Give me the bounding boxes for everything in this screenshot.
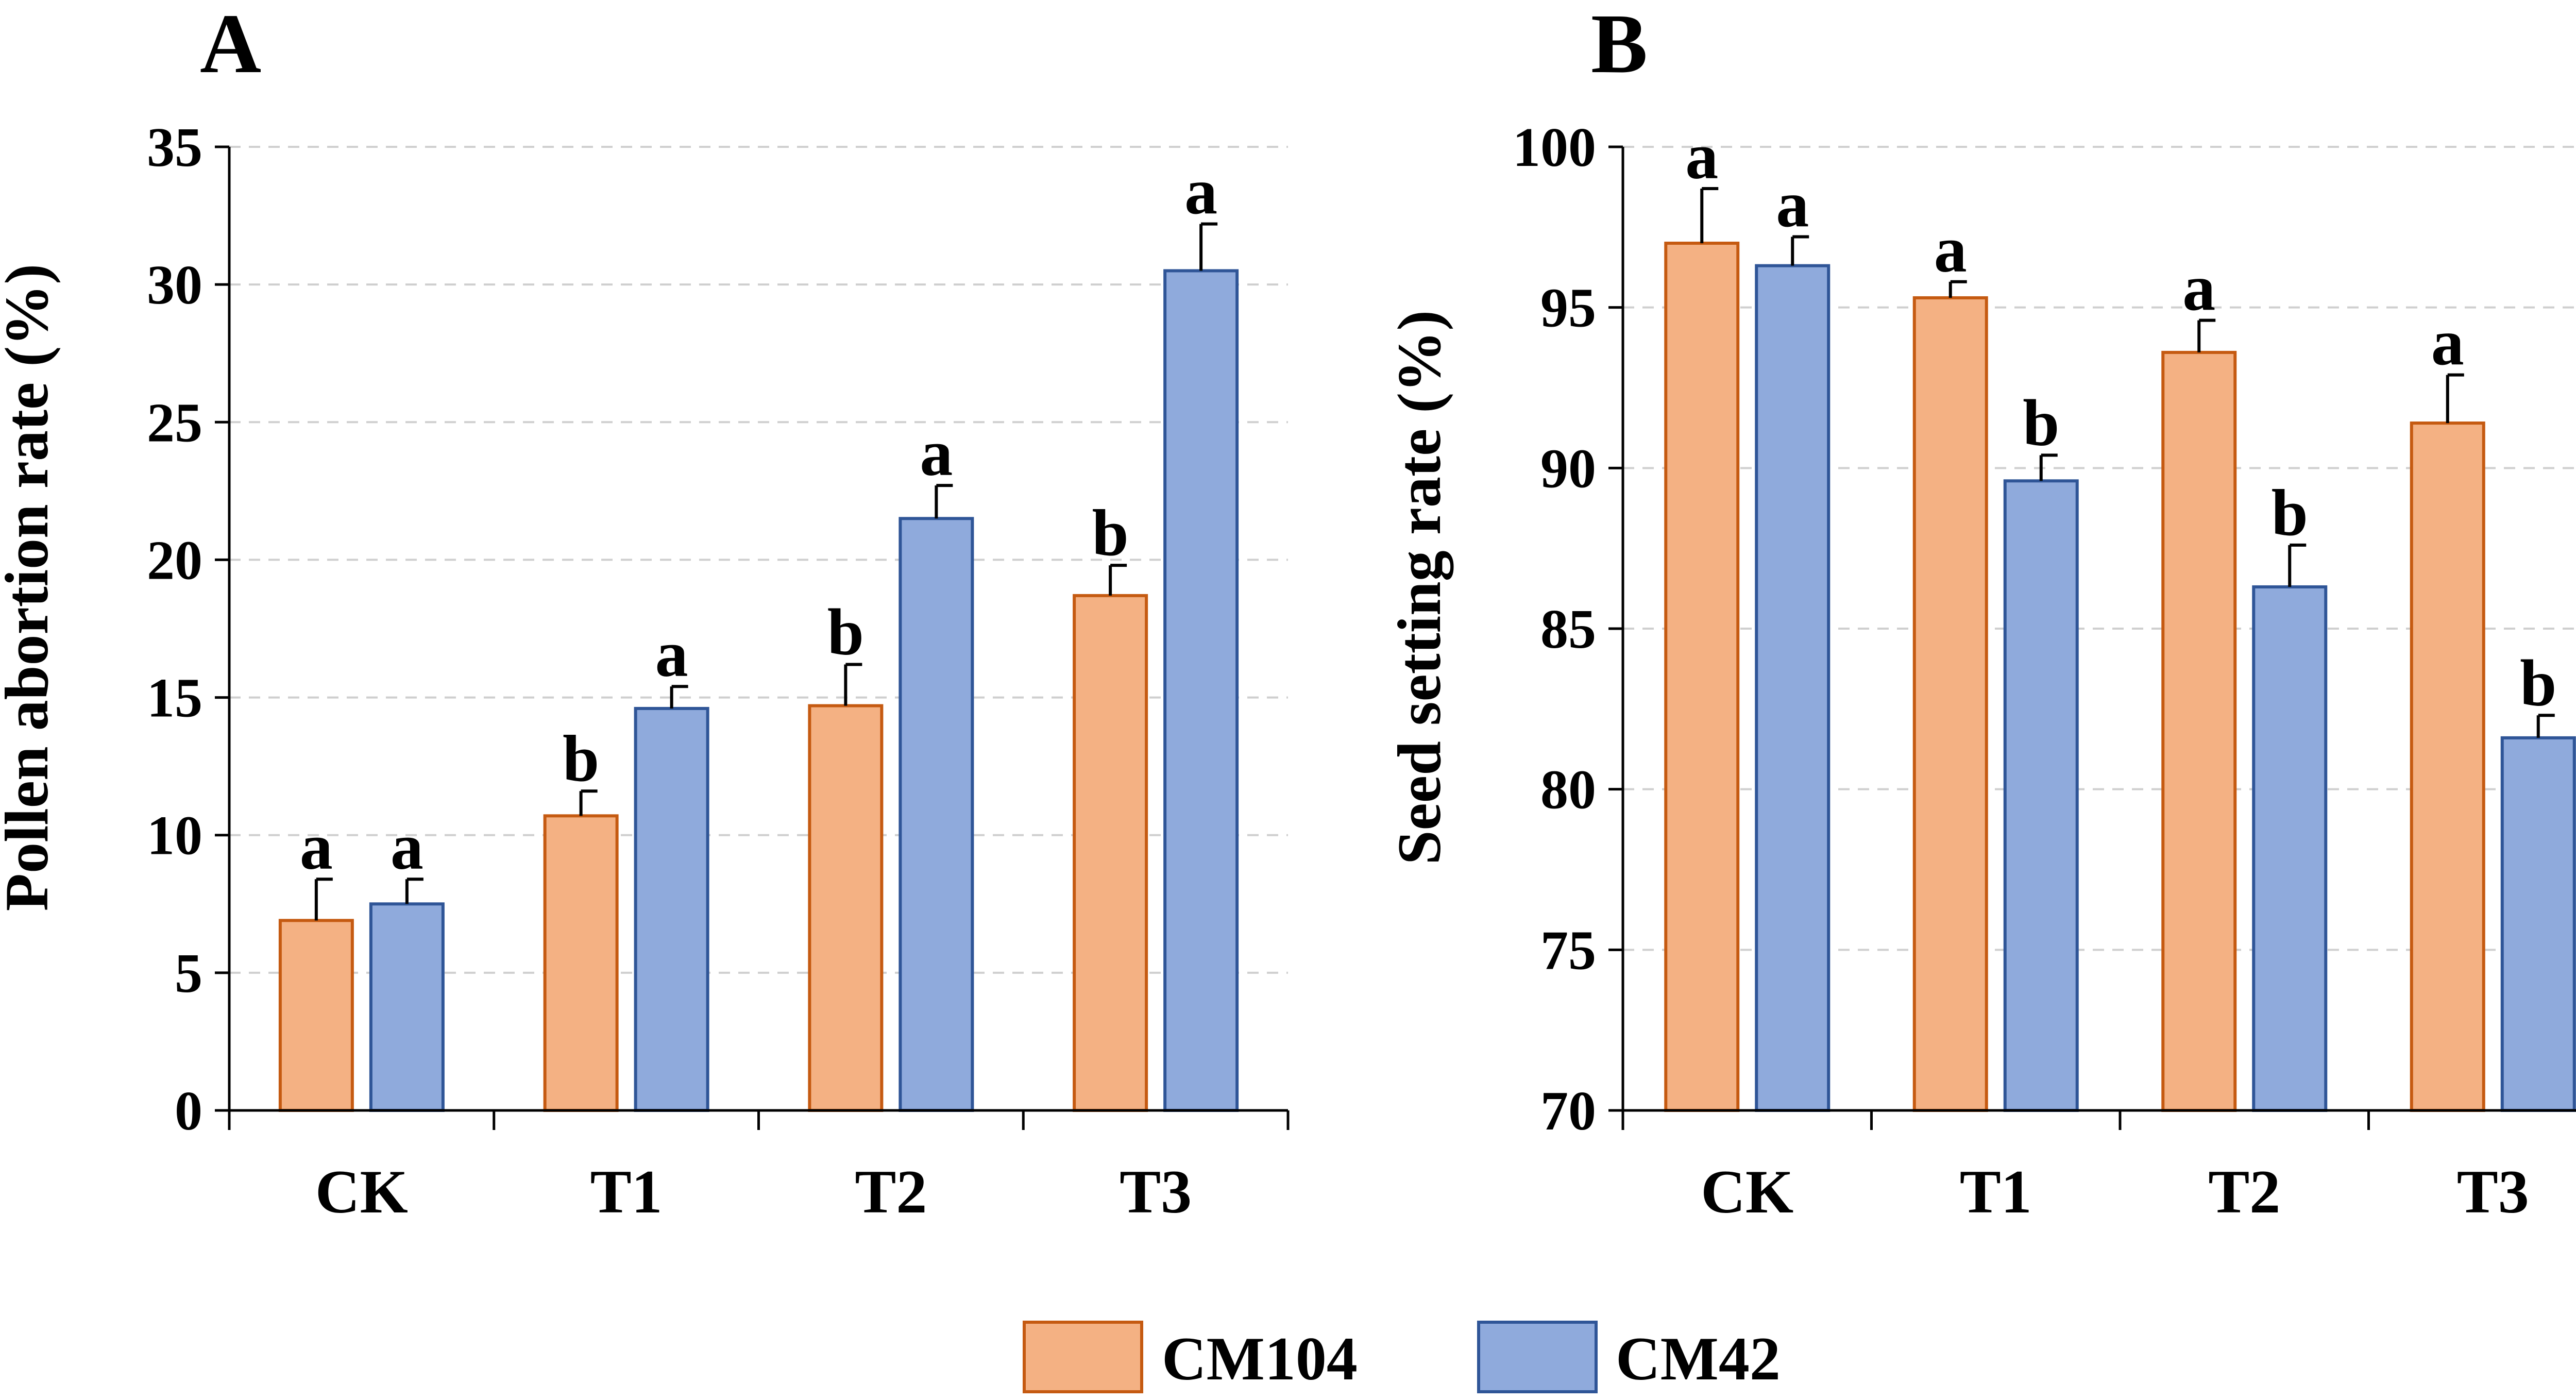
- y-ticks-a: 0 5 10 15 20 25 30 35: [147, 117, 229, 1142]
- bar-cm104-ck: [1664, 242, 1740, 1112]
- significance-label: b: [1092, 496, 1129, 569]
- x-category-label: T2: [2208, 1157, 2280, 1226]
- y-tick-label: 75: [1540, 920, 1596, 981]
- bar-cm104-t2: [2161, 350, 2237, 1112]
- bar-cm42-t2: [899, 517, 974, 1112]
- bar-cm104-t1: [1912, 296, 1988, 1112]
- significance-label: a: [920, 416, 953, 490]
- legend-swatch-cm104: [1023, 1321, 1143, 1393]
- y-tick-label: 20: [147, 530, 202, 591]
- y-axis-title-a: Pollen abortion rate (%): [0, 264, 61, 911]
- significance-label: a: [300, 810, 333, 883]
- x-category-label: T2: [855, 1157, 927, 1226]
- x-categories-a: CK T1 T2 T3: [228, 1110, 1290, 1226]
- y-tick-label: 70: [1540, 1081, 1596, 1142]
- bar-cm42-t3: [1163, 269, 1239, 1112]
- x-category-label: T1: [1960, 1157, 2032, 1226]
- gridlines-a: [229, 146, 1288, 974]
- x-categories-b: CK T1 T2 T3: [1621, 1110, 2529, 1226]
- x-category-label: T3: [1120, 1157, 1192, 1226]
- significance-label: a: [2431, 306, 2464, 379]
- y-ticks-b: 70 75 80 85 90 95 100: [1513, 117, 1623, 1142]
- significance-label: b: [2272, 476, 2308, 549]
- y-tick-label: 30: [147, 255, 202, 316]
- bar-cm104-t3: [1073, 594, 1148, 1112]
- bar-cm42-t3: [2500, 736, 2576, 1112]
- bar-cm104-t2: [808, 704, 884, 1112]
- legend-label-cm104: CM104: [1162, 1324, 1358, 1393]
- x-category-label: T3: [2457, 1157, 2529, 1226]
- significance-label: a: [2182, 251, 2215, 325]
- bar-cm104-t3: [2410, 421, 2485, 1112]
- y-tick-label: 100: [1513, 117, 1596, 178]
- y-tick-label: 85: [1540, 599, 1596, 660]
- y-tick-label: 90: [1540, 438, 1596, 499]
- bar-cm104-ck: [278, 919, 354, 1112]
- y-tick-label: 25: [147, 392, 202, 453]
- significance-label: b: [2023, 386, 2059, 459]
- y-tick-label: 10: [147, 805, 202, 867]
- significance-label: a: [1184, 155, 1217, 228]
- y-tick-label: 15: [147, 668, 202, 729]
- significance-label: a: [1685, 120, 1718, 193]
- y-tick-label: 95: [1540, 278, 1596, 339]
- y-tick-label: 35: [147, 117, 202, 178]
- bar-cm104-t1: [543, 814, 619, 1112]
- x-category-label: CK: [1701, 1157, 1793, 1226]
- significance-label: a: [1776, 168, 1809, 241]
- significance-label: b: [827, 595, 864, 668]
- bar-cm42-ck: [369, 902, 445, 1112]
- y-tick-label: 0: [175, 1081, 202, 1142]
- x-category-label: CK: [315, 1157, 408, 1226]
- significance-label: b: [563, 722, 599, 795]
- bar-cm42-t2: [2252, 585, 2328, 1112]
- legend-swatch-cm42: [1477, 1321, 1598, 1393]
- y-tick-label: 5: [175, 943, 202, 1004]
- legend: CM104 CM42: [1023, 1321, 1781, 1393]
- significance-label: b: [2520, 646, 2556, 719]
- bar-cm42-ck: [1755, 264, 1831, 1112]
- bar-cm42-t1: [2003, 479, 2079, 1112]
- x-category-label: T1: [590, 1157, 663, 1226]
- y-tick-label: 80: [1540, 760, 1596, 821]
- legend-label-cm42: CM42: [1616, 1324, 1781, 1393]
- significance-label: a: [655, 617, 688, 690]
- bar-cm42-t1: [634, 706, 709, 1112]
- significance-label: a: [1934, 213, 1967, 286]
- panel-letter-a: A: [200, 0, 261, 91]
- significance-label: a: [391, 810, 423, 883]
- y-axis-title-b: Seed setting rate (%): [1385, 310, 1454, 865]
- panel-letter-b: B: [1591, 0, 1648, 91]
